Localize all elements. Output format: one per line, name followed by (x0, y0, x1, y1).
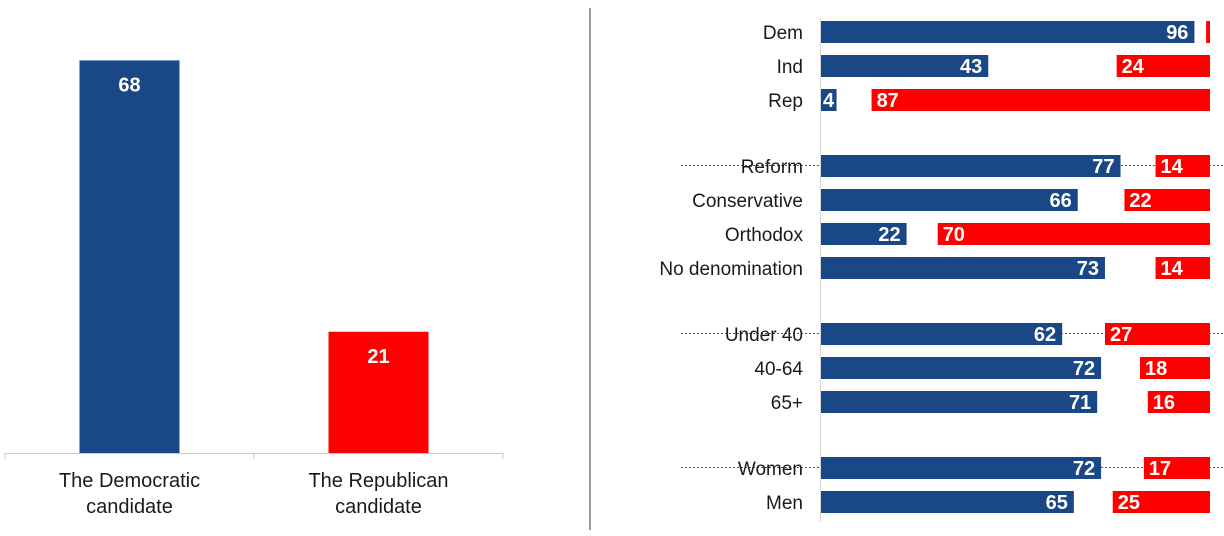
rep-bar (871, 89, 1210, 111)
dem-value-label: 77 (1092, 156, 1114, 178)
row-label: Dem (763, 23, 803, 44)
dem-bar (821, 223, 907, 245)
rep-value-label: 14 (1161, 258, 1184, 280)
dem-bar (821, 257, 1105, 279)
rep-bar (1143, 457, 1210, 479)
rep-value-label: 14 (1161, 156, 1184, 178)
dem-value-label: 4 (823, 90, 835, 112)
dem-bar (821, 491, 1074, 513)
column-bar (79, 60, 180, 454)
right-bar-chart: Dem 96 Ind 43 24 Rep 4 87 Reform 77 14 Conservative… (659, 18, 1224, 522)
left-bar-chart: 68 The Democratic candidate 21 The Republica… (4, 60, 504, 518)
dem-value-label: 66 (1049, 190, 1071, 212)
rep-value-label: 18 (1145, 358, 1167, 380)
rep-value-label: 17 (1149, 458, 1171, 480)
dem-value-label: 22 (878, 224, 900, 246)
category-label: The Democratic candidate (59, 470, 200, 518)
column-bar (328, 331, 429, 453)
rep-value-label: 24 (1122, 56, 1145, 78)
column-value-label: 21 (367, 346, 389, 368)
rep-bar (1155, 155, 1210, 177)
rep-value-label: 87 (877, 90, 899, 112)
category-label: The Republican candidate (308, 470, 448, 518)
dem-bar (821, 55, 989, 77)
row-label: Orthodox (725, 225, 804, 246)
row-label: Ind (777, 57, 803, 78)
dem-bar (821, 89, 837, 111)
column-value-label: 68 (118, 74, 140, 96)
dem-value-label: 72 (1073, 358, 1095, 380)
dem-bar (821, 457, 1102, 479)
dem-bar (821, 323, 1063, 345)
row-label: Men (766, 493, 803, 514)
dem-value-label: 62 (1034, 324, 1056, 346)
dem-value-label: 43 (960, 56, 982, 78)
rep-bar (1116, 55, 1210, 77)
dem-bar (821, 21, 1195, 43)
dem-bar (821, 391, 1098, 413)
row-label: 65+ (771, 393, 803, 414)
rep-bar (1206, 21, 1210, 43)
rep-value-label: 70 (943, 224, 965, 246)
dem-bar (821, 189, 1078, 211)
dem-value-label: 65 (1046, 492, 1068, 514)
rep-bar (1104, 323, 1210, 345)
row-label: No denomination (659, 259, 803, 280)
row-label: 40-64 (754, 359, 803, 380)
dem-value-label: 72 (1073, 458, 1095, 480)
dem-bar (821, 357, 1102, 379)
row-label: Under 40 (725, 325, 803, 346)
rep-value-label: 22 (1129, 190, 1151, 212)
dem-value-label: 73 (1077, 258, 1099, 280)
row-label: Women (738, 459, 803, 480)
rep-value-label: 25 (1118, 492, 1140, 514)
row-label: Conservative (692, 191, 803, 212)
rep-bar (1112, 491, 1210, 513)
row-label: Rep (768, 91, 803, 112)
dem-value-label: 71 (1069, 392, 1091, 414)
rep-bar (1147, 391, 1210, 413)
rep-bar (1139, 357, 1210, 379)
rep-value-label: 16 (1153, 392, 1175, 414)
rep-value-label: 27 (1110, 324, 1132, 346)
dem-value-label: 96 (1166, 22, 1188, 44)
dem-bar (821, 155, 1121, 177)
row-label: Reform (741, 157, 803, 178)
rep-bar (1155, 257, 1210, 279)
rep-bar (937, 223, 1210, 245)
rep-bar (1124, 189, 1210, 211)
